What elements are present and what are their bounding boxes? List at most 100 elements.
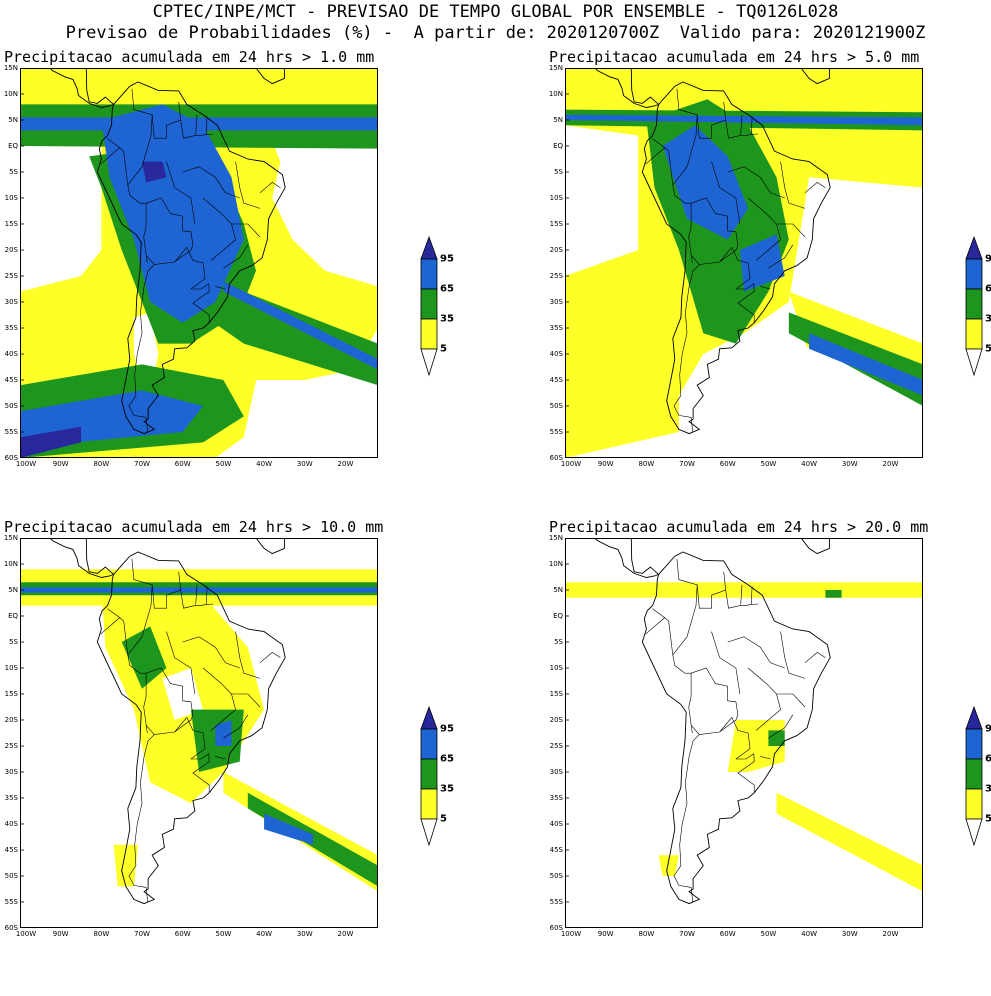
lat-label: 55S [549, 898, 563, 906]
colorbar-label: 35 [440, 783, 454, 795]
panel-20mm: Precipitacao acumulada em 24 hrs > 20.0 … [545, 518, 991, 996]
lat-label: 5S [9, 638, 18, 646]
map-frame [20, 538, 378, 928]
country-border [235, 161, 261, 209]
colorbar-5-35 [420, 788, 438, 820]
south-america-coastline [641, 81, 831, 435]
colorbar-label: 65 [985, 753, 991, 765]
probability-region-blue [20, 587, 378, 593]
country-border [751, 586, 753, 605]
country-border [180, 119, 214, 139]
lat-label: 30S [549, 298, 563, 306]
probability-region-green [768, 730, 785, 746]
lon-label: 20W [337, 930, 354, 938]
country-border [727, 166, 785, 199]
colorbar-65-95 [965, 258, 983, 290]
country-border [735, 283, 755, 323]
map-frame [20, 68, 378, 458]
colorbar-label: 5 [985, 813, 991, 825]
lat-label: 25S [549, 742, 563, 750]
country-border [143, 236, 148, 264]
lon-label: 70W [134, 460, 150, 468]
colorbar-95-100 [420, 235, 438, 260]
lon-label: 20W [882, 460, 899, 468]
country-border [195, 584, 198, 605]
probability-region-blue [739, 234, 785, 292]
lat-label: 60S [549, 454, 563, 462]
country-border [182, 166, 240, 199]
probability-region-yellow [113, 844, 138, 887]
probability-region-yellow [565, 582, 923, 598]
lon-label: 20W [337, 460, 354, 468]
lon-label: 40W [256, 460, 272, 468]
country-border [780, 161, 806, 209]
probability-region-green [199, 276, 378, 386]
colorbar-0-5 [420, 348, 438, 377]
colorbar-35-65 [420, 288, 438, 320]
lat-label: 15S [4, 220, 18, 228]
country-border [215, 756, 226, 760]
lat-label: 60S [549, 924, 563, 932]
lat-label: 45S [4, 846, 18, 854]
header-title-line2: Previsao de Probabilidades (%) - A parti… [65, 23, 926, 43]
precip-probability-map [20, 68, 378, 458]
country-border [259, 182, 281, 194]
lat-label: 35S [4, 794, 18, 802]
island-coastline [255, 538, 285, 555]
country-border [151, 101, 182, 139]
country-border [206, 116, 208, 135]
country-border [166, 161, 196, 225]
map-svg [20, 68, 378, 458]
country-border [711, 161, 741, 225]
colorbar-label: 65 [985, 283, 991, 295]
lon-label: 90W [52, 930, 69, 938]
probability-region-blue [223, 281, 378, 370]
lat-label: 15N [548, 534, 563, 542]
country-border [174, 246, 206, 290]
lat-label: 5N [553, 116, 563, 124]
south-america-coastline [96, 81, 286, 435]
colorbar-label: 65 [440, 753, 454, 765]
probability-region-blue [101, 104, 244, 323]
lat-label: 25S [549, 272, 563, 280]
lon-label: 70W [679, 930, 695, 938]
lon-label: 20W [882, 930, 899, 938]
probability-region-blue [662, 125, 749, 240]
probability-region-yellow [776, 792, 923, 892]
country-border [719, 246, 751, 290]
island-coastline [800, 68, 830, 85]
island-coastline [255, 68, 285, 85]
lat-label: 5S [554, 638, 563, 646]
colorbar-label: 35 [985, 783, 991, 795]
south-america-coastline [96, 551, 286, 905]
precip-probability-map [565, 68, 923, 458]
lon-label: 80W [638, 460, 655, 468]
country-border [223, 714, 249, 739]
lat-label: 45S [549, 846, 563, 854]
country-border [151, 571, 182, 609]
south-america-coastline [641, 551, 831, 905]
country-border [107, 138, 129, 186]
panel-title: Precipitacao acumulada em 24 hrs > 20.0 … [549, 518, 929, 536]
lat-label: 25S [4, 272, 18, 280]
colorbar-5-35 [420, 318, 438, 350]
lat-label: 10N [548, 90, 563, 98]
country-border [780, 631, 806, 679]
lat-label: 60S [4, 924, 18, 932]
probability-region-darkblue [142, 161, 167, 183]
country-border [690, 667, 739, 735]
lon-label: 70W [679, 460, 695, 468]
lon-label: 60W [174, 930, 191, 938]
lat-label: EQ [8, 612, 18, 620]
country-border [190, 283, 210, 323]
colorbar-label: 95 [985, 253, 991, 265]
country-border [740, 584, 743, 605]
colorbar-label: 35 [985, 313, 991, 325]
colorbar-label: 95 [440, 253, 454, 265]
lon-label: 80W [93, 930, 110, 938]
map-frame [565, 538, 923, 928]
colorbar-65-95 [420, 258, 438, 290]
lat-label: 10N [3, 90, 18, 98]
lat-label: 35S [4, 324, 18, 332]
lat-label: 10S [4, 194, 18, 202]
